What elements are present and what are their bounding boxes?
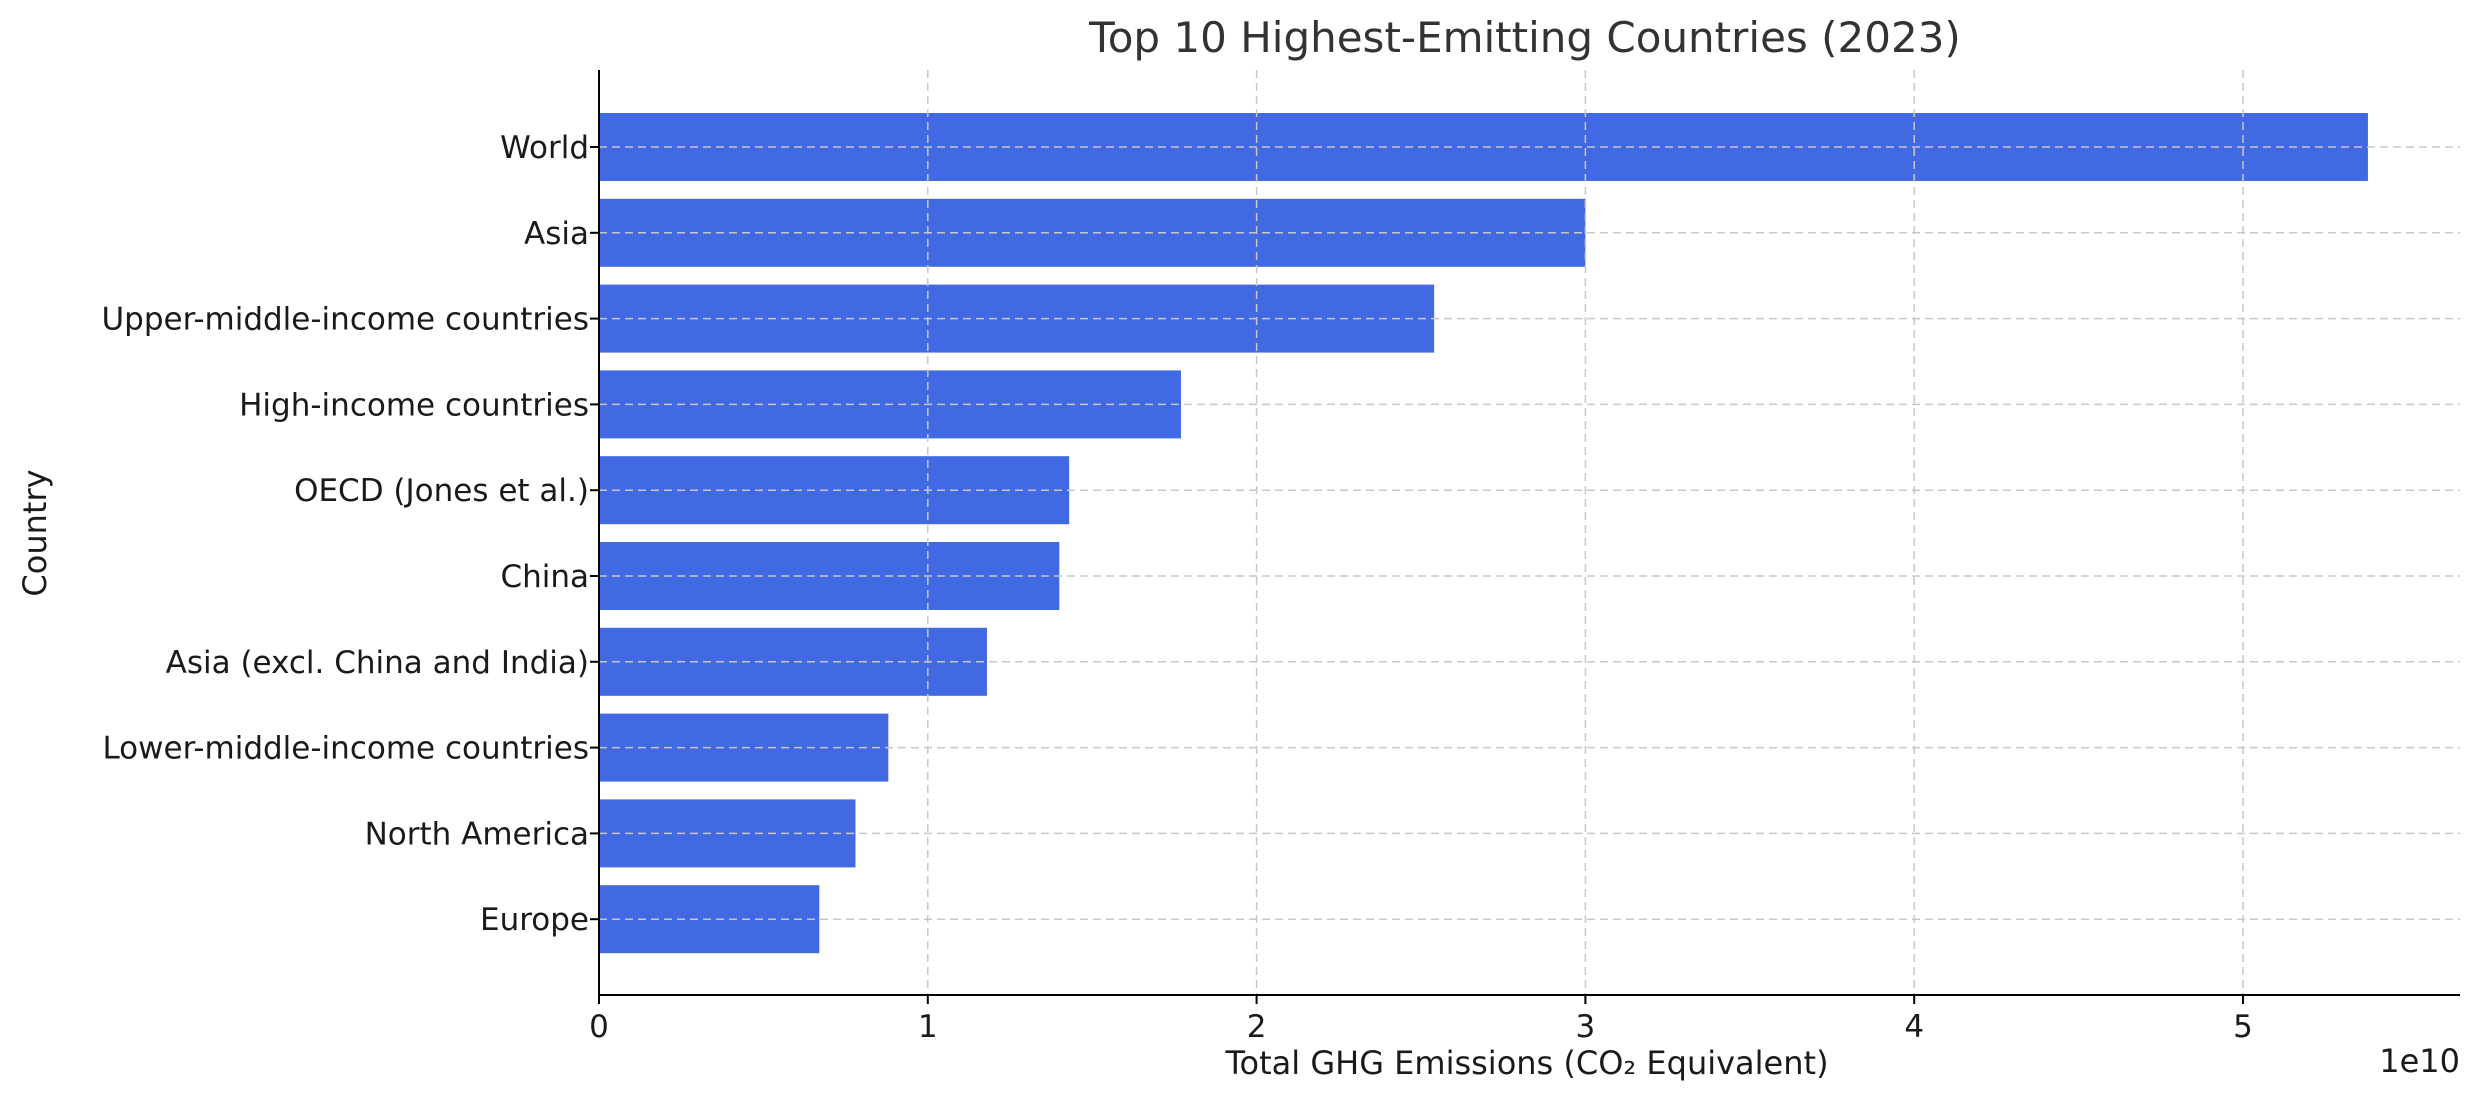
x-axis-offset-text: 1e10 [2379,1042,2460,1080]
axes [598,70,2460,996]
grid-lines [598,70,2460,995]
x-axis-ticks: 0 1 2 3 4 5 [589,995,2253,1045]
x-tick-label: 5 [2233,1009,2253,1045]
y-tick-label: Upper-middle-income countries [101,302,589,338]
x-tick-label: 3 [1576,1009,1596,1045]
chart-title: Top 10 Highest-Emitting Countries (2023) [1088,13,1961,62]
y-tick-label: China [500,559,589,595]
y-tick-label: North America [365,816,589,852]
x-tick-label: 1 [918,1009,938,1045]
y-axis-label: Country [16,469,54,596]
x-tick-label: 0 [589,1009,609,1045]
y-tick-label: Europe [480,902,589,938]
y-tick-label: Asia [524,216,589,252]
y-tick-label: Lower-middle-income countries [102,731,589,767]
y-tick-label: OECD (Jones et al.) [294,473,589,509]
x-tick-label: 4 [1904,1009,1924,1045]
y-tick-label: World [500,130,589,166]
y-tick-label: Asia (excl. China and India) [166,645,589,681]
bars [599,113,2368,954]
y-axis-ticks: World Asia Upper-middle-income countries Hi… [101,130,599,938]
x-tick-label: 2 [1247,1009,1267,1045]
x-axis-label: Total GHG Emissions (CO₂ Equivalent) [1224,1044,1828,1082]
bar [599,627,987,696]
y-tick-label: High-income countries [239,387,589,423]
bar [599,799,856,868]
